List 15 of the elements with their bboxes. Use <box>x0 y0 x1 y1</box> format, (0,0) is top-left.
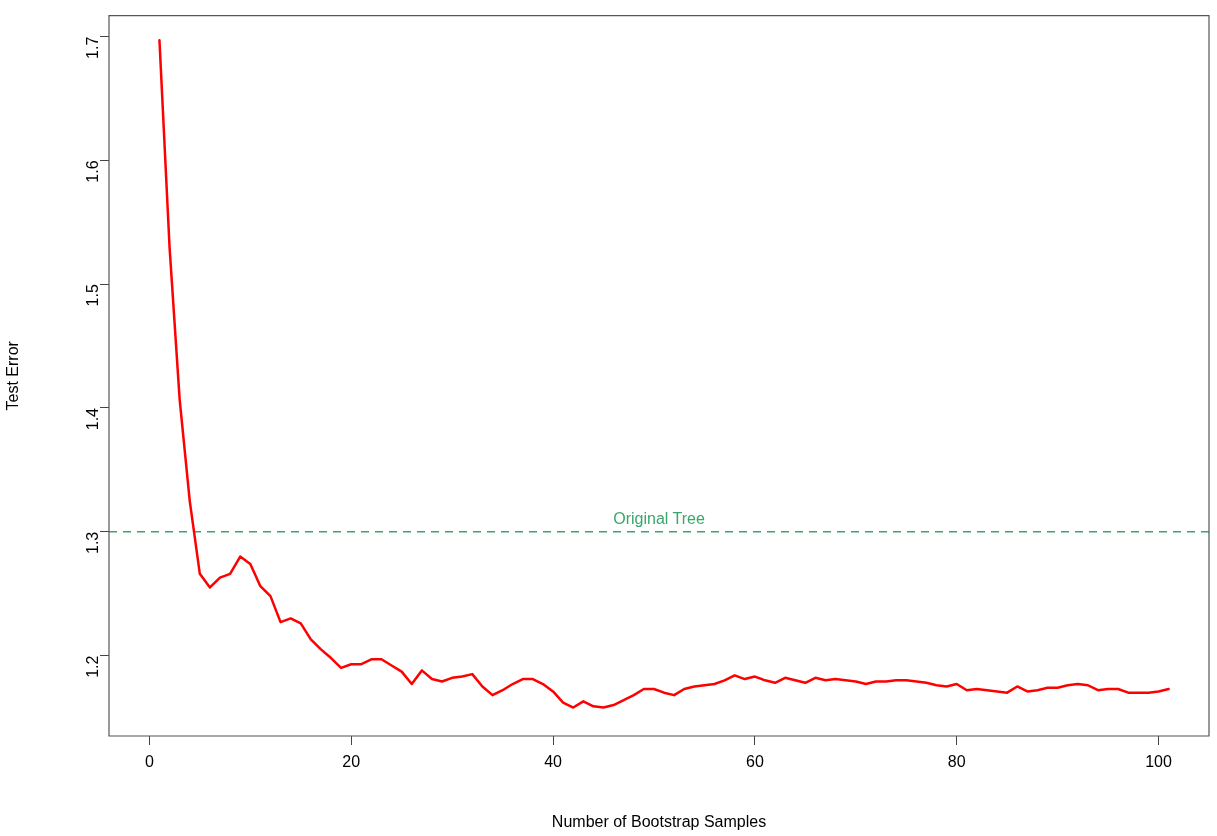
y-axis-title: Test Error <box>4 340 22 411</box>
y-tick-label: 1.5 <box>84 284 102 307</box>
y-tick-label: 1.2 <box>84 655 102 678</box>
x-tick-label: 60 <box>745 753 764 771</box>
x-tick-label: 0 <box>144 753 154 771</box>
x-tick-label: 100 <box>1145 753 1172 771</box>
x-tick-label: 20 <box>342 753 361 771</box>
x-axis-title: Number of Bootstrap Samples <box>551 812 767 830</box>
ref-line-label: Original Tree <box>613 510 705 528</box>
y-tick-label: 1.3 <box>84 531 102 555</box>
x-tick-label: 80 <box>947 753 966 771</box>
y-tick-label: 1.6 <box>84 160 102 183</box>
y-tick-label: 1.4 <box>84 407 102 431</box>
x-tick-label: 40 <box>544 753 563 771</box>
y-tick-label: 1.7 <box>84 36 102 59</box>
